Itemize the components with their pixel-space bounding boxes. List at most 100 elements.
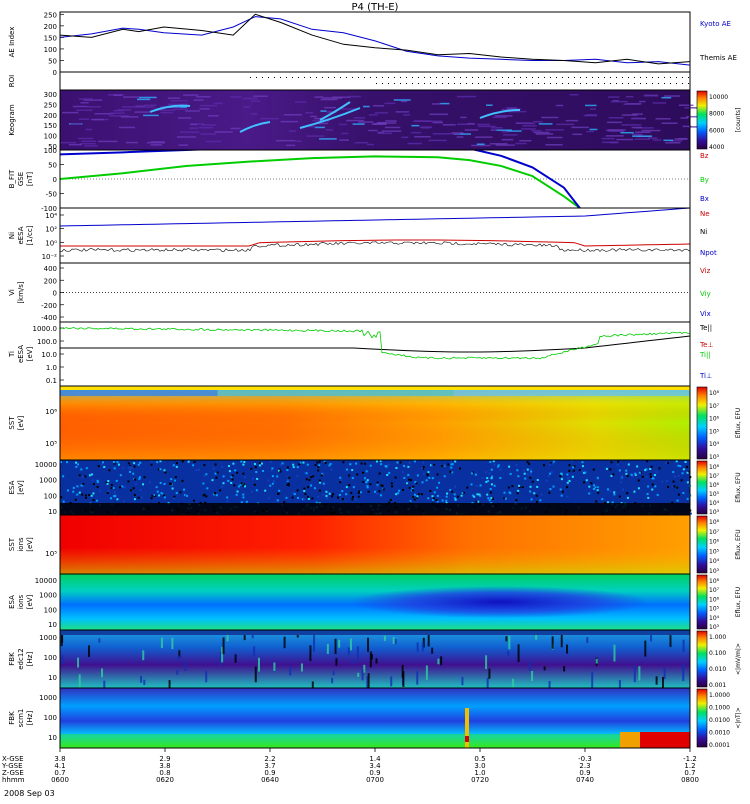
- ti-ti-par-line: [59, 327, 691, 360]
- roi-tick: [532, 77, 533, 78]
- keogram-streak: [395, 111, 410, 113]
- roi-tick: [412, 77, 413, 78]
- ti-ytick-label: 10.0: [41, 351, 57, 359]
- fbk1-stripe: [88, 645, 91, 657]
- roi-tick: [418, 77, 419, 78]
- esa_i-ytick-label: 1000: [39, 592, 57, 600]
- esa-e-pixel: [175, 465, 178, 468]
- keogram-streak: [432, 121, 443, 124]
- esa-e-pixel: [60, 496, 63, 499]
- esa-e-pixel: [689, 512, 692, 515]
- esa-e-pixel: [242, 463, 245, 466]
- xaxis-value: 0.5: [474, 755, 485, 763]
- esa-e-pixel: [181, 460, 184, 463]
- bfit-ylabel-2: GSE: [17, 172, 25, 186]
- esa-e-pixel: [438, 481, 441, 484]
- keogram-streak: [113, 109, 125, 112]
- esa_e-cbar-tick: 10⁴: [709, 500, 720, 507]
- ti-ylabel-2: eESA: [17, 345, 25, 363]
- esa-e-pixel: [552, 460, 555, 463]
- keogram-streak: [589, 128, 598, 131]
- roi-tick: [466, 83, 467, 84]
- keogram-streak: [177, 117, 192, 119]
- ae-legend-0: Kyoto AE: [700, 20, 731, 28]
- esa-e-pixel: [291, 496, 294, 499]
- esa-e-pixel: [162, 494, 165, 497]
- esa-e-pixel: [240, 482, 243, 485]
- esa-e-pixel: [410, 489, 413, 492]
- esa-e-pixel: [253, 483, 256, 486]
- roi-tick: [502, 77, 503, 78]
- esa-e-pixel: [358, 490, 361, 493]
- keogram-streak: [621, 114, 638, 116]
- esa-e-pixel: [566, 495, 569, 498]
- esa-e-pixel: [530, 470, 533, 473]
- keogram-streak: [253, 95, 268, 97]
- esa-e-pixel: [658, 467, 661, 470]
- esa-e-pixel: [230, 475, 233, 478]
- esa-i-blob: [350, 586, 650, 618]
- keogram-streak: [117, 109, 132, 111]
- roi-tick: [574, 77, 575, 78]
- keogram-streak: [635, 127, 654, 129]
- esa-e-pixel: [503, 497, 506, 500]
- esa-e-pixel: [489, 491, 492, 494]
- esa-e-pixel: [450, 460, 453, 463]
- keogram-streak: [193, 99, 204, 101]
- esa-e-pixel: [396, 461, 399, 464]
- esa-e-pixel: [616, 463, 619, 466]
- roi-tick: [394, 83, 395, 84]
- esa-e-pixel: [171, 487, 174, 490]
- esa-e-pixel: [306, 463, 309, 466]
- esa-e-pixel: [462, 491, 465, 494]
- fbk1-stripe: [367, 637, 370, 652]
- fbk1-stripe: [168, 680, 171, 692]
- keogram-streak: [260, 117, 279, 120]
- esa-e-pixel: [244, 485, 247, 488]
- xaxis-value: 0.7: [684, 769, 695, 777]
- esa-e-pixel: [620, 475, 623, 478]
- esa-e-pixel: [595, 500, 598, 503]
- ni-npot-line: [59, 207, 691, 227]
- sst_e-cbar-tick: 10⁴: [709, 441, 720, 448]
- keogram-streak: [195, 96, 211, 98]
- keogram-streak: [506, 107, 517, 109]
- esa-e-pixel: [526, 473, 529, 476]
- esa-e-pixel: [352, 486, 355, 489]
- esa-e-pixel: [375, 460, 378, 463]
- esa_e-ytick-label: 1000: [39, 477, 57, 485]
- esa-e-pixel: [403, 464, 406, 467]
- esa-e-pixel: [262, 469, 265, 472]
- esa-e-pixel: [427, 497, 430, 500]
- roi-tick: [496, 77, 497, 78]
- esa-e-pixel: [420, 493, 423, 496]
- esa-e-pixel: [412, 485, 415, 488]
- roi-tick: [382, 83, 383, 84]
- esa-e-pixel: [302, 498, 305, 501]
- esa-e-pixel: [305, 478, 308, 481]
- keogram-streak: [456, 136, 464, 138]
- esa-e-pixel: [237, 485, 240, 488]
- keogram-streak: [68, 143, 82, 146]
- esa-e-pixel: [407, 474, 410, 477]
- keogram-streak: [140, 106, 155, 108]
- fbk1-stripe: [251, 632, 254, 639]
- esa-e-pixel: [645, 468, 648, 471]
- roi-tick: [304, 77, 305, 78]
- fbk2-colorbar: [696, 688, 708, 748]
- keogram-streak: [295, 101, 307, 103]
- keogram-streak: [606, 129, 623, 132]
- esa-e-pixel: [398, 489, 401, 492]
- keogram-streak: [678, 104, 694, 107]
- keogram-streak: [354, 141, 368, 144]
- sst_i-cbar-tick: 10⁷: [709, 529, 720, 536]
- esa-e-pixel: [62, 500, 65, 503]
- roi-tick: [496, 83, 497, 84]
- esa-e-pixel: [376, 485, 379, 488]
- esa-e-pixel: [509, 492, 512, 495]
- esa-e-pixel: [560, 494, 563, 497]
- esa-e-pixel: [593, 484, 596, 487]
- esa-e-pixel: [350, 491, 353, 494]
- esa-e-pixel: [235, 493, 238, 496]
- roi-tick: [634, 77, 635, 78]
